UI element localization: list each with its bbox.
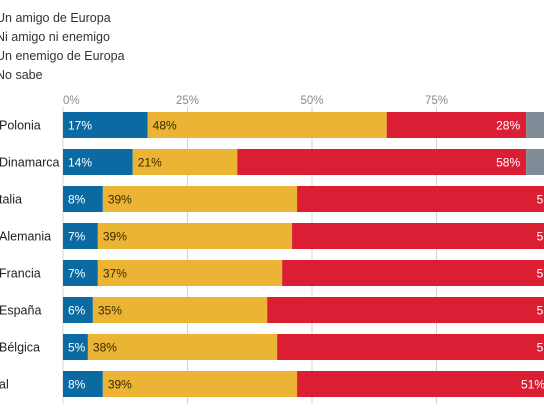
bar-segment [526, 112, 544, 138]
legend-item: Un enemigo de Europa [0, 46, 125, 65]
data-label: 48% [153, 119, 177, 133]
data-label: 35% [98, 304, 122, 318]
bar-segment [297, 186, 544, 212]
legend-item: No sabe [0, 65, 125, 84]
legend: Un amigo de Europa Ni amigo ni enemigo Un … [0, 8, 125, 84]
bar-segment [297, 371, 544, 397]
x-tick-label: 0% [63, 95, 80, 107]
data-label: 56 [537, 341, 544, 355]
legend-label: Un amigo de Europa [0, 10, 111, 25]
data-label: 55 [537, 267, 544, 281]
bar-segment [63, 297, 93, 323]
data-label: 21% [138, 156, 162, 170]
legend-label: No sabe [0, 67, 43, 82]
category-label: Polonia [0, 119, 41, 133]
data-label: 52 [537, 193, 544, 207]
category-label: España [0, 304, 41, 318]
legend-item: Ni amigo ni enemigo [0, 27, 125, 46]
bar-segment [97, 260, 283, 286]
bar-segment [292, 223, 544, 249]
bar-segment [63, 112, 148, 138]
data-label: 17% [68, 119, 92, 133]
data-label: 6% [68, 304, 86, 318]
data-label: 14% [68, 156, 92, 170]
data-label: 7% [68, 267, 86, 281]
data-label: 7% [68, 230, 86, 244]
data-label: 39% [103, 230, 127, 244]
x-tick-label: 25% [176, 95, 199, 107]
data-label: 38% [93, 341, 117, 355]
bar-segment [63, 260, 98, 286]
data-label: 39% [108, 378, 132, 392]
category-label: Alemania [0, 230, 51, 244]
bar-segment [526, 149, 544, 175]
bar-segment [237, 149, 527, 175]
bar-segment [386, 112, 527, 138]
data-label: 37% [103, 267, 127, 281]
category-label: al [0, 378, 9, 392]
bar-segment [267, 297, 544, 323]
bar-segment [102, 186, 298, 212]
category-label: talia [0, 193, 22, 207]
bar-segment [92, 297, 268, 323]
data-label: 8% [68, 378, 86, 392]
legend-label: Un enemigo de Europa [0, 48, 125, 63]
data-label: 53 [537, 230, 544, 244]
bar-segment [97, 223, 293, 249]
data-label: 8% [68, 193, 86, 207]
data-label: 51% [521, 378, 544, 392]
bar-segment [282, 260, 544, 286]
data-label: 39% [108, 193, 132, 207]
legend-item: Un amigo de Europa [0, 8, 125, 27]
legend-label: Ni amigo ni enemigo [0, 29, 110, 44]
data-label: 58% [496, 156, 520, 170]
bar-segment [63, 371, 103, 397]
bar-segment [87, 334, 278, 360]
data-label: 5% [68, 341, 86, 355]
bar-segment [63, 149, 133, 175]
x-tick-label: 75% [425, 95, 448, 107]
bar-segment [277, 334, 544, 360]
category-label: Bélgica [0, 341, 40, 355]
bar-segment [102, 371, 298, 397]
category-label: Francia [0, 267, 41, 281]
bar-segment [132, 149, 238, 175]
x-tick-label: 50% [300, 95, 323, 107]
bar-segment [63, 223, 98, 249]
bar-segment [63, 186, 103, 212]
category-label: Dinamarca [0, 156, 59, 170]
data-label: 58 [537, 304, 544, 318]
bar-segment [63, 334, 88, 360]
data-label: 28% [496, 119, 520, 133]
bar-segment [147, 112, 387, 138]
